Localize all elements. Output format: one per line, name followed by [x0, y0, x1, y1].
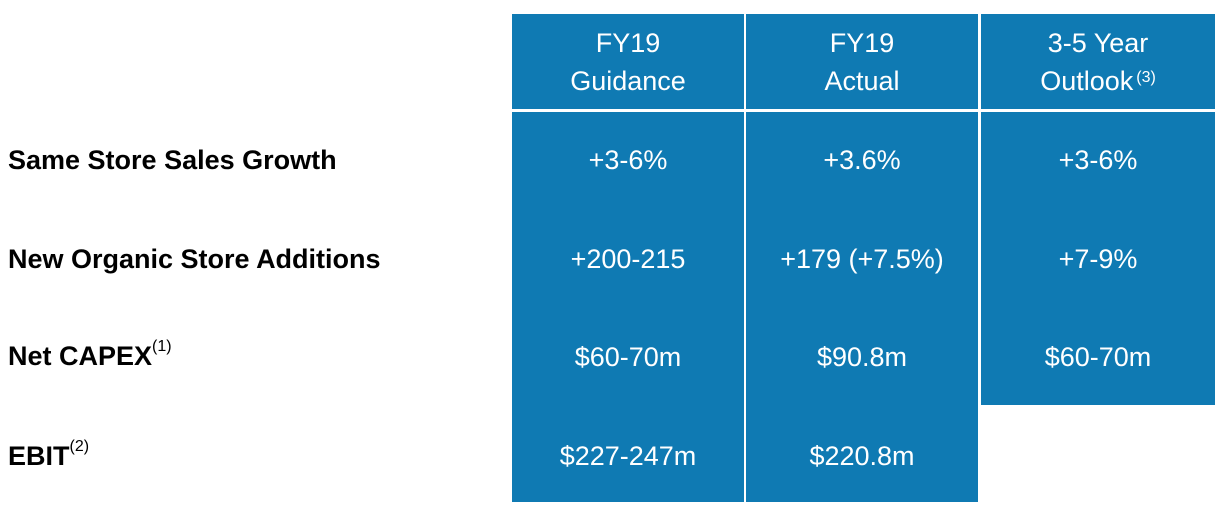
value-cell: $220.8m: [809, 440, 915, 471]
footnote-marker: (3): [1136, 68, 1156, 86]
column-header: FY19 Actual: [746, 14, 978, 109]
row-label-net-capex: Net CAPEX(1): [8, 338, 172, 371]
row-label-new-organic-store-additions: New Organic Store Additions: [8, 244, 381, 274]
value-cell: $90.8m: [816, 341, 908, 372]
value-cell: +3-6%: [1058, 144, 1138, 175]
column-header-line2: Outlook: [1040, 65, 1134, 96]
column-header: 3-5 Year Outlook (3): [981, 14, 1215, 109]
column-header-line1: 3-5 Year: [1047, 27, 1149, 58]
column-header-line2: Guidance: [570, 65, 686, 96]
footnote-marker: (2): [69, 438, 90, 455]
value-cell: +179 (+7.5%): [780, 243, 944, 274]
value-cell: $60-70m: [574, 341, 682, 372]
value-cell: +3-6%: [588, 144, 668, 175]
column-header-line2-wrap: Outlook (3): [1040, 62, 1156, 100]
value-cell: $227-247m: [559, 440, 697, 471]
column-header-line2: Actual: [824, 65, 900, 96]
column-header-line1: FY19: [595, 27, 661, 58]
row-label-ebit: EBIT(2): [8, 438, 90, 471]
column-header: FY19 Guidance: [512, 14, 744, 109]
column-fy19-actual: FY19 Actual +3.6% +179 (+7.5%) $90.8m $2…: [746, 14, 978, 502]
value-cell: +200-215: [570, 243, 686, 274]
row-label-same-store-sales-growth: Same Store Sales Growth: [8, 145, 337, 175]
column-header-line1: FY19: [829, 27, 895, 58]
column-fy19-guidance: FY19 Guidance +3-6% +200-215 $60-70m $22…: [512, 14, 744, 502]
column-3-5-year-outlook: 3-5 Year Outlook (3) +3-6% +7-9% $60-70m: [981, 14, 1215, 405]
header-divider: [746, 109, 978, 112]
footnote-marker: (1): [152, 338, 172, 355]
header-divider: [981, 109, 1215, 112]
value-cell: +3.6%: [823, 144, 901, 175]
header-divider: [512, 109, 744, 112]
value-cell: $60-70m: [1044, 341, 1152, 372]
value-cell: +7-9%: [1058, 243, 1138, 274]
